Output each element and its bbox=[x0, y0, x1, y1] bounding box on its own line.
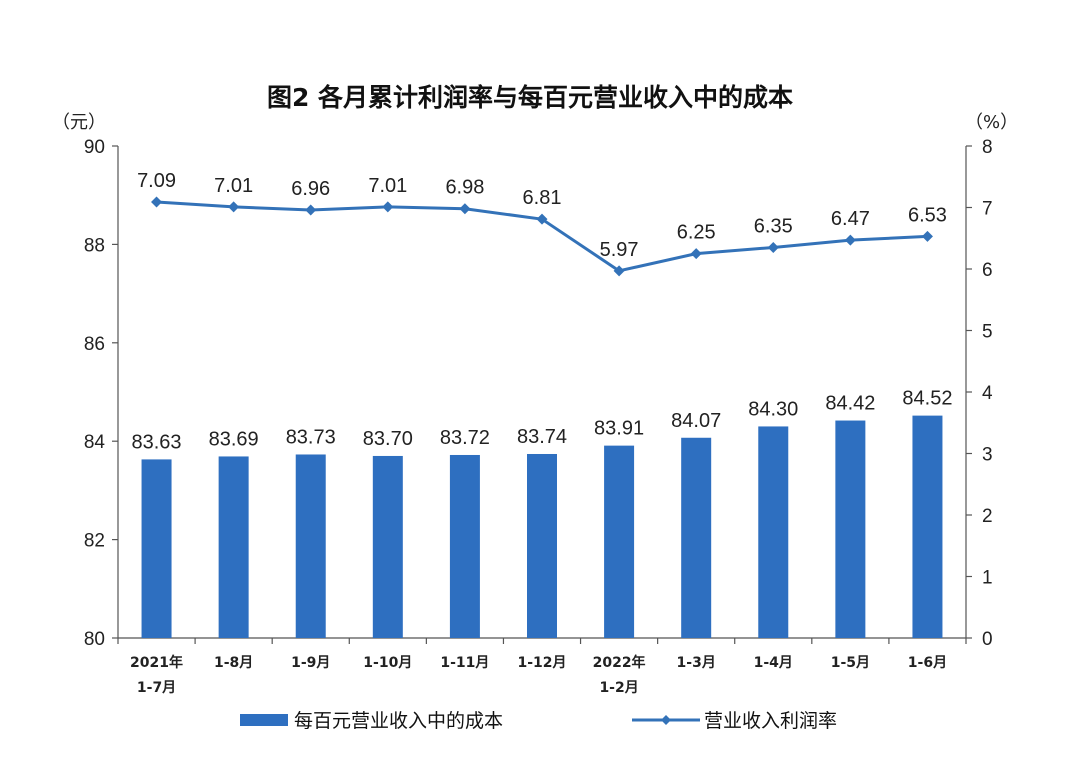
line-point bbox=[228, 201, 240, 213]
bar bbox=[527, 453, 557, 638]
line-point bbox=[613, 265, 625, 277]
chart-title: 图2 各月累计利润率与每百元营业收入中的成本 bbox=[267, 83, 793, 112]
left-tick-label: 90 bbox=[84, 137, 105, 158]
x-tick-label: 1-10月 bbox=[363, 655, 412, 671]
line-point bbox=[844, 234, 856, 246]
right-axis-unit: （%） bbox=[965, 112, 1018, 133]
x-tick-label: 1-9月 bbox=[291, 655, 330, 671]
line-value-label: 6.35 bbox=[754, 215, 793, 237]
bar bbox=[372, 455, 403, 638]
line-value-label: 6.53 bbox=[908, 204, 947, 226]
right-tick-label: 8 bbox=[982, 137, 993, 158]
bar bbox=[218, 456, 249, 638]
legend-bar-swatch bbox=[240, 714, 288, 726]
bar bbox=[449, 454, 480, 638]
x-tick-label: 1-12月 bbox=[517, 655, 566, 671]
bar bbox=[912, 415, 943, 638]
right-tick-label: 0 bbox=[982, 629, 993, 650]
bar bbox=[141, 459, 172, 638]
right-tick-label: 6 bbox=[982, 260, 993, 281]
left-tick-label: 80 bbox=[84, 629, 105, 650]
legend: 每百元营业收入中的成本 营业收入利润率 bbox=[240, 710, 837, 732]
line-value-label: 6.98 bbox=[445, 177, 484, 199]
legend-line-marker bbox=[661, 715, 671, 725]
bar-value-label: 84.42 bbox=[825, 393, 875, 415]
bar bbox=[758, 426, 789, 638]
legend-line-label: 营业收入利润率 bbox=[704, 710, 837, 732]
x-tick-label: 2022年 bbox=[593, 654, 646, 671]
right-tick-label: 5 bbox=[982, 322, 993, 343]
line-point bbox=[459, 203, 471, 215]
line-point bbox=[382, 201, 394, 213]
left-tick-label: 82 bbox=[84, 531, 105, 552]
x-tick-label: 1-11月 bbox=[440, 655, 489, 671]
x-tick-label: 1-4月 bbox=[754, 655, 793, 671]
line-value-label: 6.25 bbox=[677, 222, 716, 244]
line-point bbox=[767, 241, 779, 253]
bar-value-label: 83.91 bbox=[594, 418, 644, 440]
x-tick-label: 1-8月 bbox=[214, 655, 253, 671]
bar-value-label: 84.07 bbox=[671, 410, 721, 432]
bar-value-label: 83.63 bbox=[132, 431, 182, 453]
bar-value-label: 83.70 bbox=[363, 428, 413, 450]
bar-value-label: 83.74 bbox=[517, 426, 567, 448]
plot-area: 80 82 84 86 88 90 0 1 2 3 4 5 6 7 8 2021年 1-7月 1-8月 1-9月 1-… bbox=[84, 137, 993, 696]
line-point bbox=[305, 204, 317, 216]
right-tick-label: 7 bbox=[982, 199, 993, 220]
line-value-label: 7.01 bbox=[368, 175, 407, 197]
bar-value-label: 83.72 bbox=[440, 427, 490, 449]
legend-bar-label: 每百元营业收入中的成本 bbox=[294, 710, 503, 732]
bar bbox=[604, 445, 635, 638]
line-value-label: 5.97 bbox=[600, 239, 639, 261]
right-tick-label: 2 bbox=[982, 506, 993, 527]
line-value-label: 6.96 bbox=[291, 178, 330, 200]
line-value-label: 7.09 bbox=[137, 170, 176, 192]
bar bbox=[681, 437, 712, 638]
bar-value-label: 84.52 bbox=[902, 388, 952, 410]
line-point bbox=[536, 213, 548, 225]
line-value-label: 6.81 bbox=[523, 187, 562, 209]
left-axis-unit: （元） bbox=[52, 112, 106, 133]
x-tick-label: 1-7月 bbox=[137, 680, 176, 696]
line-point bbox=[151, 196, 163, 208]
bar-value-label: 83.69 bbox=[209, 428, 259, 450]
line-value-label: 6.47 bbox=[831, 208, 870, 230]
left-tick-label: 88 bbox=[84, 235, 105, 256]
left-tick-label: 86 bbox=[84, 334, 105, 355]
bar bbox=[835, 420, 866, 638]
x-tick-label: 2021年 bbox=[130, 654, 183, 671]
right-tick-label: 3 bbox=[982, 445, 993, 466]
x-tick-label: 1-2月 bbox=[599, 680, 638, 696]
bar bbox=[295, 454, 326, 638]
line-value-label: 7.01 bbox=[214, 175, 253, 197]
bar-value-label: 83.73 bbox=[286, 426, 336, 448]
x-tick-label: 1-6月 bbox=[908, 655, 947, 671]
right-tick-label: 4 bbox=[982, 383, 993, 404]
left-tick-label: 84 bbox=[84, 432, 106, 453]
bar-value-label: 84.30 bbox=[748, 398, 798, 420]
line-point bbox=[690, 248, 702, 260]
x-tick-label: 1-3月 bbox=[677, 655, 716, 671]
x-tick-label: 1-5月 bbox=[831, 655, 870, 671]
line-point bbox=[921, 230, 933, 242]
right-tick-label: 1 bbox=[982, 568, 993, 589]
